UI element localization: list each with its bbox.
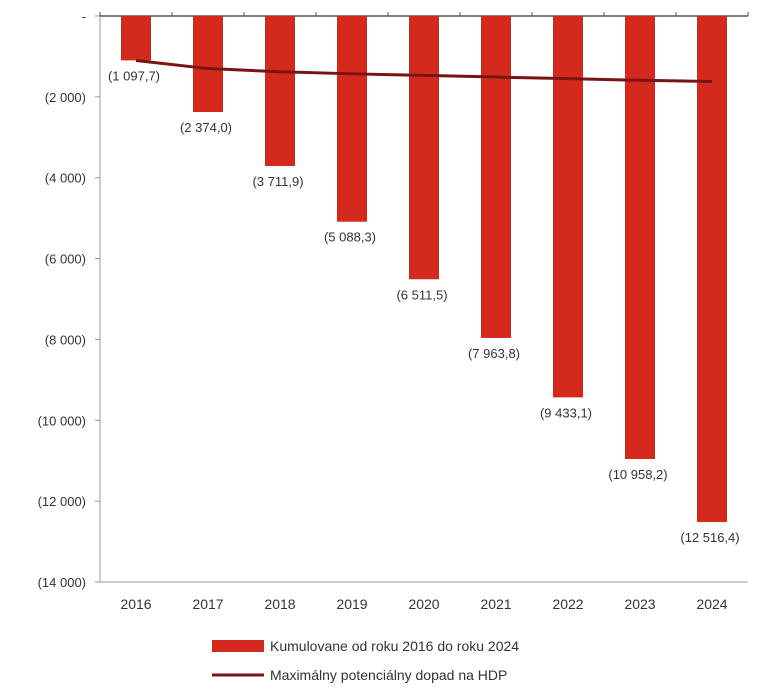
- x-tick-label: 2016: [120, 596, 151, 612]
- x-tick-label: 2019: [336, 596, 367, 612]
- y-tick-label: -: [82, 9, 86, 24]
- bar-2024: [697, 16, 727, 523]
- legend-label-line: Maximálny potenciálny dopad na HDP: [270, 667, 507, 683]
- x-tick-label: 2021: [480, 596, 511, 612]
- data-label-2020: (6 511,5): [396, 287, 447, 302]
- legend-label-bar: Kumulovane od roku 2016 do roku 2024: [270, 638, 519, 654]
- data-label-2022: (9 433,1): [540, 405, 592, 420]
- data-label-2019: (5 088,3): [324, 230, 376, 245]
- bar-2022: [553, 16, 583, 398]
- bar-2016: [121, 16, 151, 61]
- y-tick-label: (4 000): [45, 171, 86, 186]
- y-tick-label: (14 000): [38, 575, 86, 590]
- y-tick-label: (6 000): [45, 252, 86, 267]
- bar-2023: [625, 16, 655, 460]
- bar-2017: [193, 16, 223, 112]
- legend: Kumulovane od roku 2016 do roku 2024 Max…: [212, 638, 519, 683]
- y-tick-label: (8 000): [45, 332, 86, 347]
- bars: [121, 16, 727, 523]
- line-max-impact: [135, 58, 713, 83]
- data-label-2018: (3 711,9): [252, 174, 303, 189]
- x-tick-label: 2020: [408, 596, 439, 612]
- data-labels: (1 097,7) (2 374,0) (3 711,9) (5 088,3) (6 5…: [108, 68, 740, 545]
- line-series: [135, 58, 713, 83]
- data-label-2023: (10 958,2): [608, 467, 667, 482]
- x-tick-label: 2018: [264, 596, 295, 612]
- x-tick-label: 2022: [552, 596, 583, 612]
- bar-2019: [337, 16, 367, 222]
- y-tick-label: (2 000): [45, 90, 86, 105]
- data-label-2016: (1 097,7): [108, 68, 160, 83]
- data-label-2021: (7 963,8): [468, 346, 520, 361]
- data-label-2024: (12 516,4): [680, 530, 739, 545]
- bar-2018: [265, 16, 295, 167]
- y-tick-label: (10 000): [38, 413, 86, 428]
- x-tick-label: 2023: [624, 596, 655, 612]
- bar-2021: [481, 16, 511, 338]
- x-tick-label: 2017: [192, 596, 223, 612]
- x-tick-label: 2024: [696, 596, 727, 612]
- bar-2020: [409, 16, 439, 280]
- y-tick-label: (12 000): [38, 494, 86, 509]
- data-label-2017: (2 374,0): [180, 120, 232, 135]
- axes: - (2 000) (4 000) (6 000) (8 000) (10 000) (12…: [38, 9, 749, 612]
- legend-swatch-bar: [212, 640, 264, 652]
